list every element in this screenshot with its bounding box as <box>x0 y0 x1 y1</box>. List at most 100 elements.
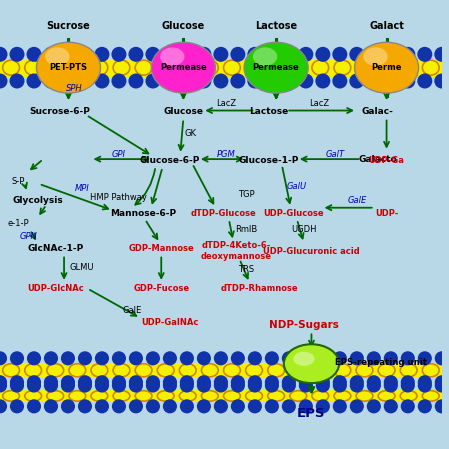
Circle shape <box>434 47 449 62</box>
Text: EPS: EPS <box>297 407 326 420</box>
Text: GalE: GalE <box>348 196 366 205</box>
Circle shape <box>417 47 432 62</box>
Text: PGM: PGM <box>217 150 236 159</box>
Circle shape <box>383 47 398 62</box>
Circle shape <box>112 399 126 414</box>
Text: Lactose: Lactose <box>249 107 288 116</box>
Text: dTDP-Glucose: dTDP-Glucose <box>190 209 256 218</box>
Text: GalU: GalU <box>287 182 307 191</box>
Circle shape <box>350 399 364 414</box>
Circle shape <box>61 351 75 365</box>
Circle shape <box>163 351 177 365</box>
Text: GlcNAc-1-P: GlcNAc-1-P <box>27 244 84 253</box>
Circle shape <box>129 351 143 365</box>
Circle shape <box>163 379 177 392</box>
Circle shape <box>61 379 75 392</box>
Circle shape <box>27 399 41 414</box>
Circle shape <box>298 47 313 62</box>
Circle shape <box>299 375 313 389</box>
Text: Permease: Permease <box>160 63 207 72</box>
Circle shape <box>145 47 160 62</box>
Circle shape <box>231 399 245 414</box>
Circle shape <box>146 351 160 365</box>
Text: NDP-Sugars: NDP-Sugars <box>269 320 339 330</box>
Circle shape <box>197 351 211 365</box>
Circle shape <box>418 351 432 365</box>
Circle shape <box>44 399 58 414</box>
Circle shape <box>349 47 364 62</box>
Circle shape <box>146 375 160 389</box>
Circle shape <box>0 375 7 389</box>
Circle shape <box>418 399 432 414</box>
Circle shape <box>401 379 415 392</box>
Circle shape <box>180 375 194 389</box>
Circle shape <box>0 351 7 365</box>
Circle shape <box>315 47 330 62</box>
Text: SPH: SPH <box>66 84 83 93</box>
Circle shape <box>231 351 245 365</box>
Text: GK: GK <box>185 129 197 138</box>
Circle shape <box>401 375 415 389</box>
Circle shape <box>146 399 160 414</box>
Ellipse shape <box>293 352 315 366</box>
Circle shape <box>0 74 8 88</box>
Circle shape <box>333 399 347 414</box>
Ellipse shape <box>179 61 210 90</box>
Circle shape <box>10 375 24 389</box>
Circle shape <box>265 351 279 365</box>
Text: Permease: Permease <box>253 63 299 72</box>
Circle shape <box>180 399 194 414</box>
Circle shape <box>230 47 246 62</box>
Ellipse shape <box>45 47 70 66</box>
Circle shape <box>350 375 364 389</box>
Circle shape <box>316 351 330 365</box>
Circle shape <box>10 399 24 414</box>
Circle shape <box>129 379 143 392</box>
Circle shape <box>350 379 364 392</box>
Circle shape <box>196 47 211 62</box>
Circle shape <box>10 351 24 365</box>
Circle shape <box>145 74 160 88</box>
Circle shape <box>95 379 109 392</box>
Circle shape <box>111 47 127 62</box>
Circle shape <box>26 74 41 88</box>
Text: e-1-P: e-1-P <box>8 219 29 228</box>
Circle shape <box>94 47 110 62</box>
Circle shape <box>163 47 177 62</box>
Circle shape <box>197 379 211 392</box>
Circle shape <box>213 74 229 88</box>
Circle shape <box>129 375 143 389</box>
Circle shape <box>401 47 415 62</box>
Circle shape <box>180 379 194 392</box>
Circle shape <box>366 74 381 88</box>
Text: Galacto: Galacto <box>358 154 397 163</box>
Circle shape <box>435 375 449 389</box>
Circle shape <box>383 74 398 88</box>
Circle shape <box>214 375 228 389</box>
Circle shape <box>9 47 25 62</box>
Circle shape <box>44 375 58 389</box>
Circle shape <box>112 375 126 389</box>
Circle shape <box>196 74 211 88</box>
Circle shape <box>27 379 41 392</box>
Bar <box>0 59 442 76</box>
Circle shape <box>95 375 109 389</box>
Text: Perme: Perme <box>371 63 402 72</box>
Circle shape <box>0 399 7 414</box>
Text: GDP-Fucose: GDP-Fucose <box>133 284 189 293</box>
Ellipse shape <box>160 47 185 66</box>
Text: Glucose-1-P: Glucose-1-P <box>238 156 299 165</box>
Ellipse shape <box>253 47 277 66</box>
Ellipse shape <box>382 61 413 90</box>
Circle shape <box>247 47 262 62</box>
Text: Glucose-6-P: Glucose-6-P <box>140 156 200 165</box>
Circle shape <box>299 399 313 414</box>
Ellipse shape <box>64 61 95 90</box>
Text: UDP-GalNAc: UDP-GalNAc <box>141 318 199 327</box>
Text: UDP-Ga: UDP-Ga <box>369 156 405 165</box>
Text: RmlB: RmlB <box>235 225 258 234</box>
Text: Sucrose-6-P: Sucrose-6-P <box>29 107 90 116</box>
Circle shape <box>316 375 330 389</box>
Ellipse shape <box>272 61 303 90</box>
Circle shape <box>61 375 75 389</box>
